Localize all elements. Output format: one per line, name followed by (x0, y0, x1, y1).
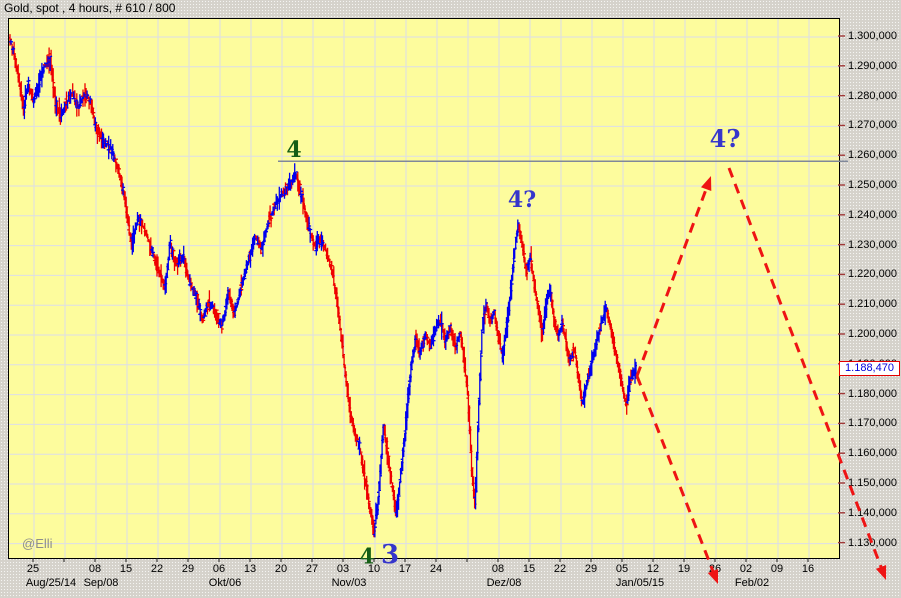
y-axis-label: 1.250,000 (848, 179, 897, 191)
x-axis-week-label: 05 (615, 563, 629, 575)
up-bars (9, 39, 638, 538)
last-price-badge: 1.188,470 (839, 361, 900, 376)
elliott-wave-label: 4? (709, 124, 741, 153)
candlestick-canvas (9, 19, 839, 558)
elliott-wave-label: 3 (380, 540, 400, 570)
y-axis-label: 1.240,000 (848, 208, 897, 221)
y-axis-label: 1.300,000 (848, 30, 897, 42)
y-axis-label: 1.220,000 (848, 268, 897, 281)
y-axis-label: 1.200,000 (848, 328, 897, 340)
y-axis-label: 1.260,000 (848, 149, 897, 162)
x-axis-week-label: 29 (181, 563, 195, 575)
x-axis-week-label: 29 (584, 563, 598, 575)
x-axis-month-label: Dez/08 (486, 577, 522, 589)
x-axis-week-label: 20 (274, 563, 288, 575)
chart-title: Gold, spot , 4 hours, # 610 / 800 (4, 1, 176, 15)
y-axis-label: 1.130,000 (848, 536, 897, 549)
y-axis-label: 1.270,000 (848, 119, 897, 132)
x-axis-week-label: 15 (522, 563, 536, 575)
y-axis-label: 1.230,000 (848, 238, 897, 251)
grid-lines (9, 19, 839, 558)
y-axis-label: 1.150,000 (848, 477, 897, 489)
x-axis-month-label: Aug/25/14 (25, 577, 77, 589)
x-axis-month-label: Nov/03 (331, 577, 367, 589)
y-axis-label: 1.180,000 (848, 387, 897, 400)
x-axis-week-label: 25 (26, 563, 40, 575)
x-axis-week-label: 09 (770, 563, 784, 575)
x-axis-week-label: 22 (150, 563, 164, 575)
y-axis-label: 1.170,000 (848, 417, 897, 430)
x-axis-week-label: 10 (367, 563, 381, 575)
x-axis-week-label: 06 (212, 563, 226, 575)
elliott-wave-label: 4? (507, 187, 537, 213)
x-axis-week-label: 26 (708, 563, 722, 575)
elliott-wave-label: 4 (286, 137, 302, 163)
x-axis-week-label: 13 (243, 563, 257, 575)
x-axis-week-label: 03 (336, 563, 350, 575)
x-axis-month-label: Jan/05/15 (615, 577, 665, 589)
y-axis-label: 1.160,000 (848, 447, 897, 460)
elliott-wave-label: 4 (359, 543, 375, 569)
x-axis-month-label: Sep/08 (83, 577, 119, 589)
x-axis-month-label: Feb/02 (734, 577, 770, 589)
down-bars (9, 34, 633, 538)
chart-plot-area[interactable]: @Elli (8, 18, 840, 559)
y-axis-label: 1.290,000 (848, 59, 897, 72)
y-axis-label: 1.140,000 (848, 506, 897, 519)
x-axis-month-label: Okt/06 (208, 577, 242, 589)
x-axis-week-label: 19 (677, 563, 691, 575)
x-axis-week-label: 22 (553, 563, 567, 575)
x-axis-week-label: 12 (646, 563, 660, 575)
x-axis-week-label: 08 (88, 563, 102, 575)
arrow-head (875, 564, 887, 580)
x-axis-week-label: 27 (305, 563, 319, 575)
x-axis-week-label: 17 (398, 563, 412, 575)
x-axis-week-label: 24 (429, 563, 443, 575)
x-axis-week-label: 15 (119, 563, 133, 575)
y-axis-label: 1.210,000 (848, 298, 897, 311)
x-axis-week-label: 08 (491, 563, 505, 575)
x-axis-week-label: 16 (801, 563, 815, 575)
watermark: @Elli (22, 536, 53, 551)
y-axis-label: 1.280,000 (848, 89, 897, 102)
x-axis-week-label: 02 (739, 563, 753, 575)
